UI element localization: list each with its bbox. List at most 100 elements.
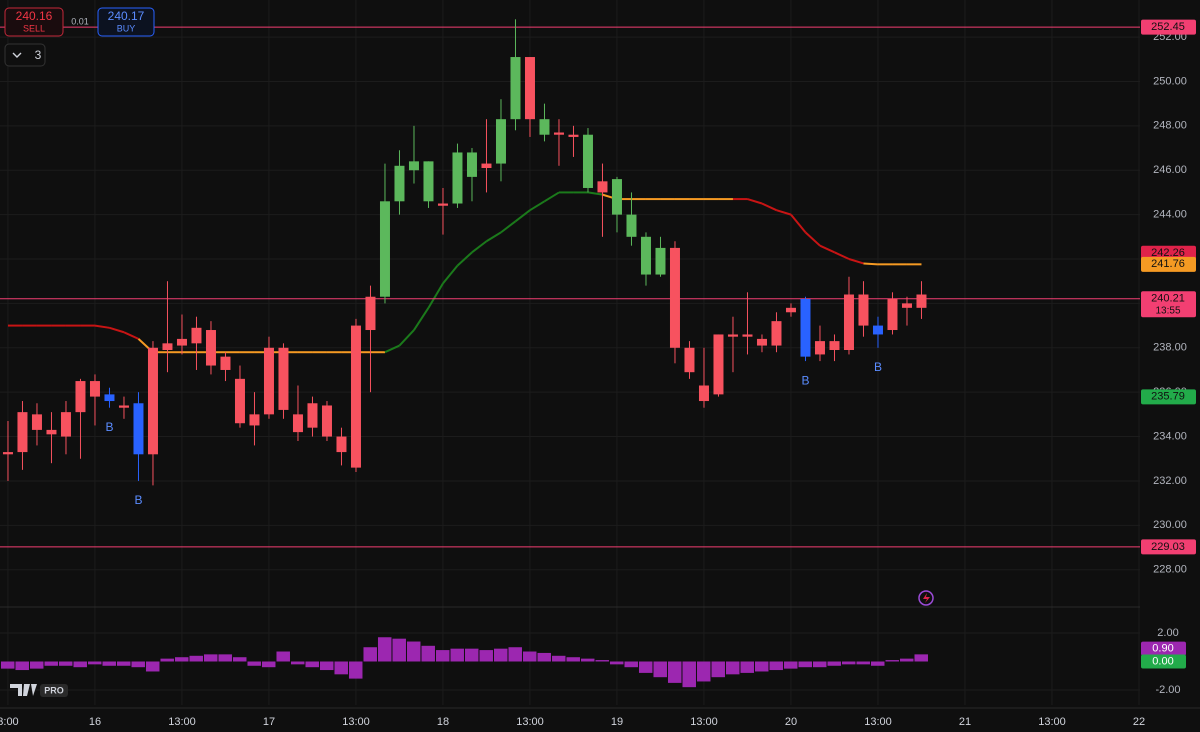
x-tick-label: 13:00 [1038, 716, 1066, 728]
candle-body [191, 327, 202, 344]
histogram-bar [609, 661, 624, 665]
price-line-label-box [1141, 291, 1196, 318]
y-tick-label: 228.00 [1153, 564, 1187, 576]
candle-body [713, 334, 724, 395]
x-tick-label: 16 [89, 716, 101, 728]
plot: B B B B [0, 19, 1140, 688]
candle-body [176, 338, 187, 346]
candle-body [524, 57, 535, 120]
candle-body [423, 161, 434, 202]
candle-body [727, 334, 738, 337]
ma-segment [471, 240, 488, 254]
candle-body [742, 334, 753, 337]
y-tick-label: 230.00 [1153, 519, 1187, 531]
candle-body [785, 307, 796, 313]
histogram-bar [899, 658, 914, 662]
candle-body [452, 152, 463, 204]
histogram-bar [493, 648, 508, 662]
candle-body [510, 57, 521, 120]
indicator-label-box [1141, 641, 1186, 656]
x-tick-label: 21 [959, 716, 971, 728]
candle-body [104, 394, 115, 402]
histogram-bar [203, 654, 218, 662]
histogram-bar [305, 661, 319, 668]
candle-body [17, 412, 28, 453]
histogram-bar [508, 647, 522, 662]
ma-segment [500, 220, 517, 234]
x-tick-label: 20 [785, 716, 797, 728]
histogram-bar [15, 661, 29, 671]
x-tick-label: 17 [263, 716, 275, 728]
y-tick-label: 250.00 [1153, 75, 1187, 87]
ma-segment [529, 200, 546, 212]
ma-segment [819, 244, 835, 254]
indicator-label-box [1141, 654, 1186, 669]
ma-segment [94, 324, 110, 329]
candle-body [133, 403, 144, 455]
candle-body [495, 119, 506, 164]
candle-body [321, 405, 332, 437]
histogram-bar [754, 661, 769, 672]
indicators-toggle[interactable] [4, 43, 46, 67]
y-tick-label: -2.00 [1155, 684, 1180, 696]
price-label: 241.76 [1151, 258, 1185, 270]
candle-body [278, 347, 289, 410]
sell-label: SELL [23, 23, 45, 33]
y-tick-label: 2.00 [1157, 627, 1178, 639]
x-tick-label: 19 [611, 716, 623, 728]
candle-body [379, 201, 390, 297]
histogram-bar [798, 661, 812, 668]
histogram-bar [450, 648, 464, 662]
histogram-bar [856, 661, 870, 665]
grid [0, 0, 1140, 705]
candle-body [437, 203, 448, 206]
ma-segment [398, 329, 415, 347]
histogram-bar [653, 661, 667, 678]
x-tick-label: 13:00 [690, 716, 718, 728]
ma-segment [485, 231, 502, 243]
candle-body [350, 325, 361, 468]
candle-body [89, 381, 100, 397]
candle-body [640, 236, 651, 275]
histogram-bar [711, 661, 725, 678]
candle-body [46, 429, 57, 435]
candle-body [655, 247, 666, 275]
histogram-bar [566, 657, 580, 662]
buy-price: 240.17 [108, 9, 145, 23]
histogram-bar [160, 658, 174, 662]
y-tick-label: 248.00 [1153, 120, 1187, 132]
y-tick-label: 244.00 [1153, 209, 1187, 221]
x-tick-label: 13:00 [864, 716, 892, 728]
ma-segment [747, 198, 763, 205]
histogram-bar [87, 661, 102, 665]
x-tick-label: 18 [437, 716, 449, 728]
candle-body [887, 298, 898, 331]
price-line-label: 240.21 [1151, 293, 1185, 305]
candle-body [872, 325, 883, 335]
sell-button[interactable] [4, 7, 64, 37]
ma-segment [384, 344, 400, 354]
histogram-bar [827, 661, 841, 666]
histogram-bar [29, 661, 44, 669]
buy-button[interactable] [97, 7, 155, 37]
indicator-label: 0.90 [1152, 643, 1173, 655]
ma-segment [514, 209, 531, 223]
histogram-bar [406, 641, 421, 662]
histogram-bar [464, 648, 479, 662]
histogram-bar [638, 661, 653, 673]
price-label: 235.79 [1151, 391, 1185, 403]
candle-body [814, 341, 825, 355]
candle-body [408, 161, 419, 171]
histogram-bar [783, 661, 798, 669]
candle-body [31, 414, 42, 430]
ma-segment [863, 262, 879, 266]
assistant-icon[interactable] [918, 590, 934, 606]
histogram-bar [334, 661, 348, 675]
candle-body [582, 134, 593, 188]
candle-body [553, 132, 564, 135]
histogram-bar [435, 650, 450, 662]
histogram-bar [769, 661, 783, 671]
logo-text: PRO [44, 685, 64, 695]
histogram-bar [232, 657, 247, 662]
